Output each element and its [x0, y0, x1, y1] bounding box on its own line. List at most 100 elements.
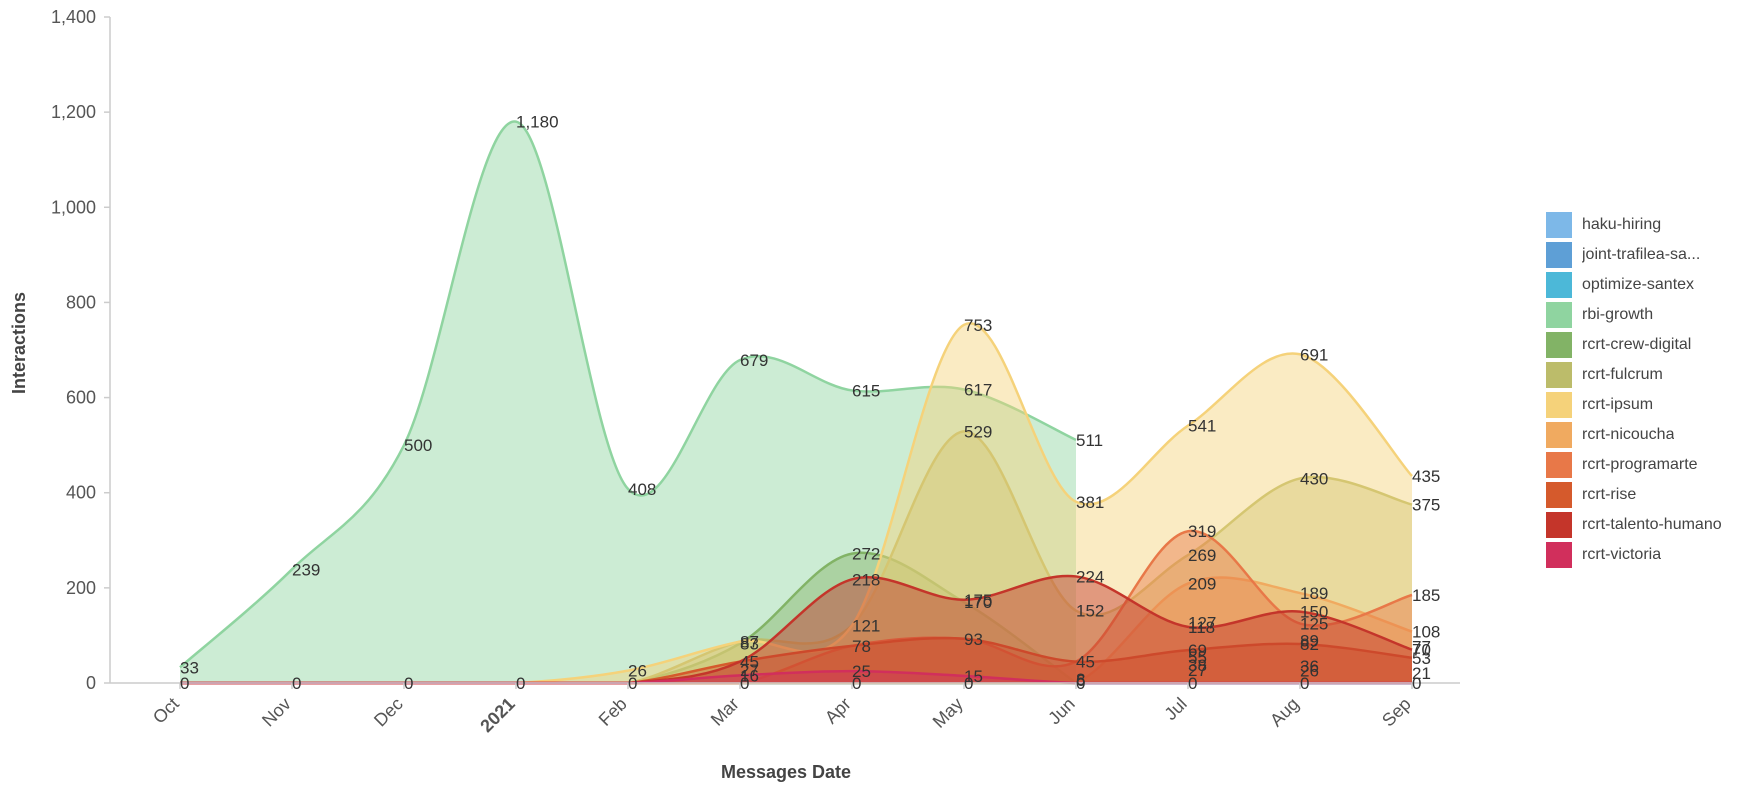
x-tick-label: Jul	[1160, 694, 1190, 724]
data-label: 82	[1300, 635, 1319, 654]
y-tick-label: 800	[66, 292, 96, 312]
legend-swatch	[1546, 392, 1572, 418]
legend-label: haku-hiring	[1582, 216, 1661, 234]
legend-swatch	[1546, 482, 1572, 508]
data-label: 691	[1300, 345, 1328, 364]
x-tick-label: Dec	[370, 694, 407, 731]
y-tick-label: 600	[66, 388, 96, 408]
data-label: 753	[964, 316, 992, 335]
data-label: 375	[1412, 496, 1440, 515]
legend-label: rcrt-nicoucha	[1582, 426, 1674, 444]
data-label: 319	[1188, 522, 1216, 541]
x-tick-label: Apr	[821, 694, 855, 728]
x-tick-label: Aug	[1266, 694, 1303, 731]
data-label: 78	[852, 637, 871, 656]
data-label: 0	[1188, 674, 1197, 693]
data-label: 45	[1076, 653, 1095, 672]
data-label: 0	[740, 674, 749, 693]
legend-item[interactable]: rcrt-programarte	[1546, 450, 1746, 480]
data-label: 121	[852, 616, 880, 635]
data-label: 615	[852, 381, 880, 400]
legend-swatch	[1546, 362, 1572, 388]
data-label: 381	[1076, 493, 1104, 512]
data-label: 218	[852, 570, 880, 589]
data-label: 185	[1412, 586, 1440, 605]
legend-label: rcrt-ipsum	[1582, 396, 1653, 414]
legend-label: joint-trafilea-sa...	[1582, 246, 1700, 264]
x-tick-label: Nov	[258, 694, 295, 731]
x-axis-title: Messages Date	[721, 762, 851, 782]
data-label: 679	[740, 351, 768, 370]
data-label: 224	[1076, 567, 1104, 586]
y-tick-label: 1,400	[51, 7, 96, 27]
data-label: 430	[1300, 469, 1328, 488]
legend-item[interactable]: rcrt-victoria	[1546, 540, 1746, 570]
data-label: 170	[964, 593, 992, 612]
x-tick-label: Feb	[595, 694, 631, 730]
data-label: 0	[516, 674, 525, 693]
data-label: 209	[1188, 575, 1216, 594]
legend-item[interactable]: rbi-growth	[1546, 300, 1746, 330]
x-tick-label: Jun	[1044, 694, 1079, 729]
data-label: 0	[1412, 674, 1421, 693]
x-tick-label: Oct	[149, 694, 183, 728]
y-axis-title: Interactions	[9, 292, 29, 394]
y-tick-label: 400	[66, 483, 96, 503]
legend-label: rcrt-fulcrum	[1582, 366, 1663, 384]
legend-swatch	[1546, 542, 1572, 568]
legend-item[interactable]: rcrt-fulcrum	[1546, 360, 1746, 390]
x-tick-label: 2021	[476, 694, 518, 736]
legend-swatch	[1546, 422, 1572, 448]
data-label: 269	[1188, 546, 1216, 565]
legend-item[interactable]: rcrt-ipsum	[1546, 390, 1746, 420]
legend-label: rcrt-programarte	[1582, 456, 1698, 474]
legend-swatch	[1546, 212, 1572, 238]
series-areas	[180, 122, 1412, 683]
legend-label: rcrt-talento-humano	[1582, 516, 1722, 534]
y-tick-label: 1,000	[51, 197, 96, 217]
data-label: 0	[1076, 674, 1085, 693]
data-label: 500	[404, 436, 432, 455]
legend-item[interactable]: rcrt-rise	[1546, 480, 1746, 510]
data-label: 0	[628, 674, 637, 693]
legend-swatch	[1546, 512, 1572, 538]
legend-swatch	[1546, 302, 1572, 328]
y-tick-label: 1,200	[51, 102, 96, 122]
legend-label: rbi-growth	[1582, 306, 1653, 324]
legend-swatch	[1546, 242, 1572, 268]
data-label: 239	[292, 560, 320, 579]
x-tick-label: Mar	[707, 694, 743, 730]
legend-item[interactable]: rcrt-talento-humano	[1546, 510, 1746, 540]
data-label: 0	[964, 674, 973, 693]
legend-item[interactable]: haku-hiring	[1546, 210, 1746, 240]
legend-swatch	[1546, 272, 1572, 298]
legend-item[interactable]: rcrt-crew-digital	[1546, 330, 1746, 360]
legend: haku-hiring joint-trafilea-sa... optimize-…	[1546, 210, 1746, 570]
legend-item[interactable]: joint-trafilea-sa...	[1546, 240, 1746, 270]
legend-label: optimize-santex	[1582, 276, 1694, 294]
data-label: 435	[1412, 467, 1440, 486]
data-label: 0	[852, 674, 861, 693]
data-label: 152	[1076, 602, 1104, 621]
x-tick-label: May	[929, 694, 967, 732]
data-label: 189	[1300, 584, 1328, 603]
data-label: 511	[1076, 431, 1103, 450]
data-label: 272	[852, 545, 880, 564]
legend-swatch	[1546, 452, 1572, 478]
data-label: 541	[1188, 417, 1216, 436]
legend-item[interactable]: rcrt-nicoucha	[1546, 420, 1746, 450]
data-label: 0	[292, 674, 301, 693]
data-label: 83	[740, 635, 759, 654]
legend-item[interactable]: optimize-santex	[1546, 270, 1746, 300]
y-tick-label: 200	[66, 578, 96, 598]
data-label: 529	[964, 422, 992, 441]
x-tick-label: Sep	[1378, 694, 1415, 731]
data-label: 1,180	[516, 113, 559, 132]
data-label: 408	[628, 480, 656, 499]
data-label: 0	[180, 674, 189, 693]
legend-swatch	[1546, 332, 1572, 358]
data-label: 617	[964, 380, 992, 399]
data-label: 0	[1300, 674, 1309, 693]
